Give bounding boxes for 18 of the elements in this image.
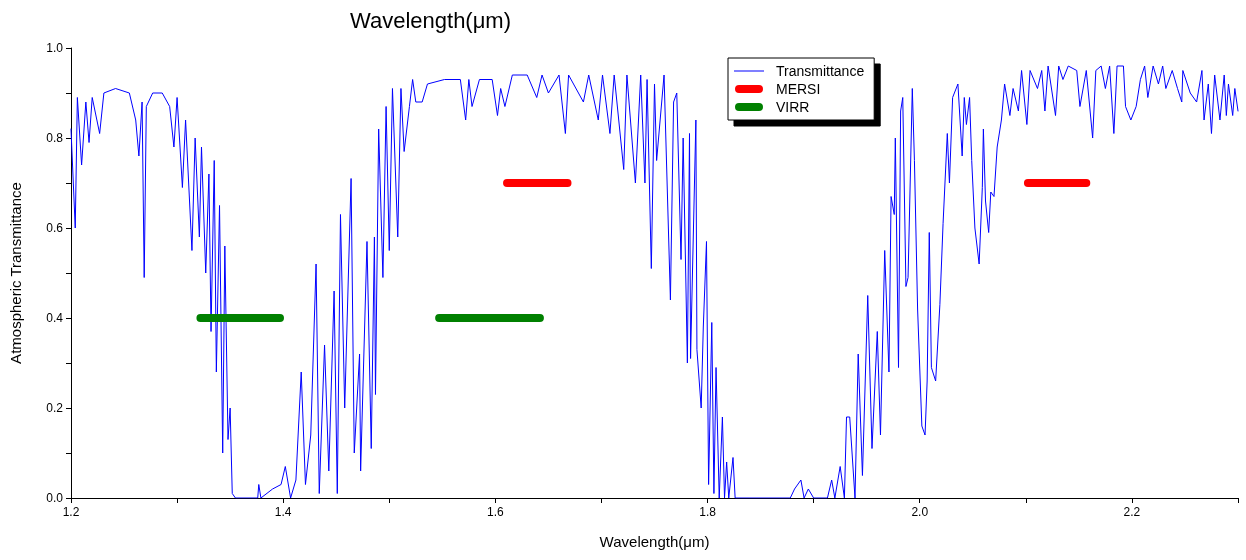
legend-label: Transmittance — [776, 63, 865, 79]
y-tick-label: 0.0 — [46, 491, 64, 505]
y-axis-title: Atmospheric Transmittance — [7, 182, 24, 364]
x-tick-label: 1.4 — [274, 505, 292, 519]
y-tick-label: 0.2 — [46, 401, 64, 415]
x-tick-label: 1.6 — [487, 505, 505, 519]
x-tick-label: 2.0 — [911, 505, 929, 519]
x-tick-label: 2.2 — [1123, 505, 1141, 519]
x-tick-label: 1.8 — [699, 505, 717, 519]
chart-title: Wavelength(μm) — [350, 7, 512, 33]
y-tick-label: 0.4 — [46, 311, 64, 325]
x-axis-title: Wavelength(μm) — [599, 533, 710, 550]
y-tick-label: 1.0 — [46, 41, 64, 55]
legend-label: VIRR — [776, 99, 810, 115]
y-tick-label: 0.6 — [46, 221, 64, 235]
y-tick-label: 0.8 — [46, 131, 64, 145]
legend-label: MERSI — [776, 81, 821, 97]
x-tick-label: 1.2 — [62, 505, 80, 519]
